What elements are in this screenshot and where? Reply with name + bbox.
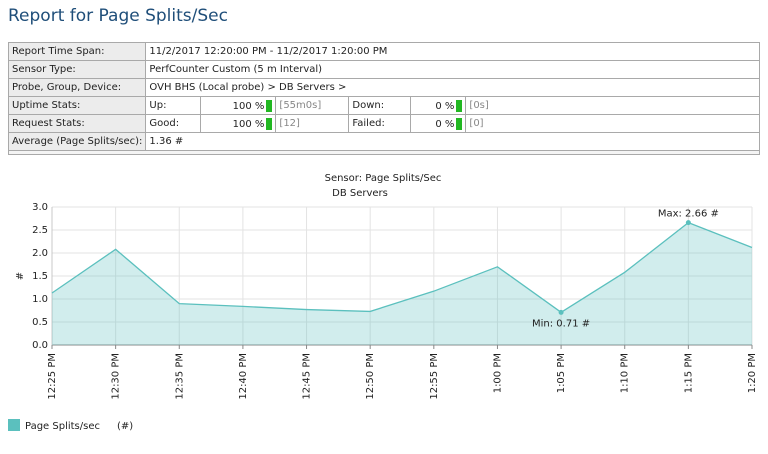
- value: 100 %: [200, 114, 277, 133]
- percent: 0 %: [435, 118, 455, 130]
- label: Average (Page Splits/sec):: [7, 132, 147, 151]
- chart: Sensor: Page Splits/Sec DB Servers # 0.0…: [8, 173, 758, 432]
- percent: 100 %: [232, 100, 265, 112]
- x-tick-label: 12:50 PM: [365, 353, 376, 400]
- area: [52, 222, 752, 345]
- chart-subtitle: DB Servers: [332, 188, 388, 199]
- max-point: [685, 220, 691, 226]
- y-tick-label: 0.0: [32, 340, 48, 351]
- indicator: [266, 117, 273, 130]
- y-tick-label: 0.5: [32, 317, 48, 328]
- label: Uptime Stats:: [7, 96, 147, 115]
- x-tick-label: 1:20 PM: [747, 353, 758, 393]
- x-tick-label: 12:55 PM: [429, 353, 440, 400]
- x-tick-label: 12:45 PM: [302, 353, 313, 400]
- row: Average (Page Splits/sec): 1.36 #: [7, 132, 760, 151]
- value: Up:: [145, 96, 202, 115]
- row: Uptime Stats: Up: 100 % [55m0s] Down: 0 …: [7, 96, 760, 115]
- value: [55m0s]: [275, 96, 350, 115]
- value: 11/2/2017 12:20:00 PM - 11/2/2017 1:20:0…: [145, 42, 760, 61]
- x-tick-label: 1:10 PM: [620, 353, 631, 393]
- chart-title: Sensor: Page Splits/Sec: [325, 173, 442, 184]
- row: [8, 150, 760, 155]
- x-tick-label: 1:15 PM: [683, 353, 694, 393]
- row: Request Stats: Good: 100 % [12] Failed: …: [7, 114, 760, 133]
- indicator: [456, 99, 463, 112]
- value: Failed:: [348, 114, 412, 133]
- y-tick-label: 2.5: [32, 225, 48, 236]
- y-tick-label: 1.5: [32, 271, 48, 282]
- label: Request Stats:: [7, 114, 147, 133]
- value: OVH BHS (Local probe) > DB Servers >: [145, 78, 760, 97]
- x-tick-label: 12:40 PM: [238, 353, 249, 400]
- legend-swatch: [8, 419, 20, 431]
- value: Down:: [348, 96, 412, 115]
- indicator: [266, 99, 273, 112]
- value: 100 %: [200, 96, 277, 115]
- y-tick-label: 1.0: [32, 294, 48, 305]
- legend-label: Page Splits/sec: [25, 421, 100, 432]
- value: [0]: [465, 114, 760, 133]
- percent: 0 %: [435, 100, 455, 112]
- min-annotation: Min: 0.71 #: [532, 318, 590, 329]
- row: Sensor Type: PerfCounter Custom (5 m Inte…: [7, 60, 760, 79]
- spacer: [8, 150, 760, 155]
- y-axis-label: #: [15, 272, 26, 280]
- x-tick-label: 12:25 PM: [47, 353, 58, 400]
- label: Probe, Group, Device:: [7, 78, 147, 97]
- legend-unit: (#): [117, 421, 133, 432]
- value: Good:: [145, 114, 202, 133]
- percent: 100 %: [232, 118, 265, 130]
- value: 0 %: [410, 96, 467, 115]
- x-tick-label: 12:35 PM: [174, 353, 185, 400]
- y-tick-label: 3.0: [32, 202, 48, 213]
- x-tick-label: 1:00 PM: [492, 353, 503, 393]
- min-point: [558, 309, 564, 315]
- x-tick-label: 1:05 PM: [556, 353, 567, 393]
- label: Sensor Type:: [7, 60, 147, 79]
- value: PerfCounter Custom (5 m Interval): [145, 60, 760, 79]
- report-title: Report for Page Splits/Sec: [8, 6, 228, 26]
- y-tick-label: 2.0: [32, 248, 48, 259]
- x-tick-label: 12:30 PM: [111, 353, 122, 400]
- value: 0 %: [410, 114, 467, 133]
- label: Report Time Span:: [7, 42, 147, 61]
- value: 1.36 #: [145, 132, 760, 151]
- row: Report Time Span: 11/2/2017 12:20:00 PM -…: [7, 42, 760, 61]
- max-annotation: Max: 2.66 #: [658, 209, 719, 220]
- line: [51, 221, 753, 314]
- value: [12]: [275, 114, 350, 133]
- row: Probe, Group, Device: OVH BHS (Local prob…: [7, 78, 760, 97]
- indicator: [456, 117, 463, 130]
- report-table: Report Time Span: 11/2/2017 12:20:00 PM -…: [7, 42, 760, 155]
- value: [0s]: [465, 96, 760, 115]
